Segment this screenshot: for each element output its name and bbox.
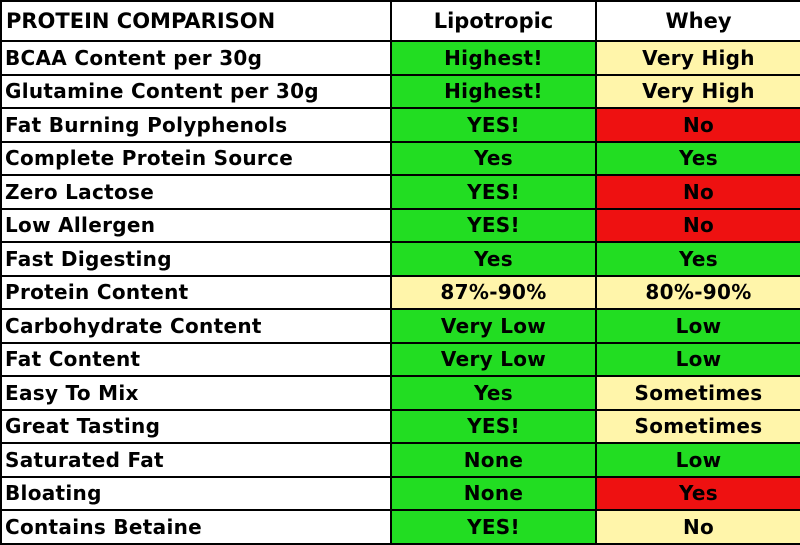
table-row: Great Tasting YES! Sometimes bbox=[0, 408, 800, 444]
lipotropic-value: Yes bbox=[390, 140, 597, 176]
feature-label: Complete Protein Source bbox=[0, 140, 392, 176]
feature-label: Easy To Mix bbox=[0, 375, 392, 411]
table-row: Fat Burning Polyphenols YES! No bbox=[0, 107, 800, 143]
whey-value: Low bbox=[595, 308, 800, 344]
whey-value: Very High bbox=[595, 73, 800, 109]
table-row: Bloating None Yes bbox=[0, 475, 800, 511]
lipotropic-value: YES! bbox=[390, 207, 597, 243]
whey-value: No bbox=[595, 509, 800, 545]
header-feature: PROTEIN COMPARISON bbox=[0, 0, 392, 42]
feature-label: Protein Content bbox=[0, 274, 392, 310]
table-row: Easy To Mix Yes Sometimes bbox=[0, 375, 800, 411]
table-row: Carbohydrate Content Very Low Low bbox=[0, 308, 800, 344]
whey-value: Yes bbox=[595, 475, 800, 511]
feature-label: Glutamine Content per 30g bbox=[0, 73, 392, 109]
feature-label: Contains Betaine bbox=[0, 509, 392, 545]
lipotropic-value: Very Low bbox=[390, 308, 597, 344]
whey-value: No bbox=[595, 174, 800, 210]
lipotropic-value: YES! bbox=[390, 107, 597, 143]
whey-value: Low bbox=[595, 442, 800, 478]
lipotropic-value: None bbox=[390, 442, 597, 478]
lipotropic-value: Yes bbox=[390, 241, 597, 277]
lipotropic-value: Very Low bbox=[390, 341, 597, 377]
lipotropic-value: YES! bbox=[390, 509, 597, 545]
whey-value: 80%-90% bbox=[595, 274, 800, 310]
whey-value: Sometimes bbox=[595, 408, 800, 444]
whey-value: No bbox=[595, 207, 800, 243]
header-whey: Whey bbox=[595, 0, 800, 42]
lipotropic-value: Highest! bbox=[390, 40, 597, 76]
whey-value: Low bbox=[595, 341, 800, 377]
table-row: Contains Betaine YES! No bbox=[0, 509, 800, 545]
header-row: PROTEIN COMPARISON Lipotropic Whey bbox=[0, 0, 800, 42]
table-row: Glutamine Content per 30g Highest! Very Hi… bbox=[0, 73, 800, 109]
lipotropic-value: YES! bbox=[390, 408, 597, 444]
table-row: Zero Lactose YES! No bbox=[0, 174, 800, 210]
feature-label: Fat Content bbox=[0, 341, 392, 377]
feature-label: Saturated Fat bbox=[0, 442, 392, 478]
table-row: Complete Protein Source Yes Yes bbox=[0, 140, 800, 176]
table-row: Fast Digesting Yes Yes bbox=[0, 241, 800, 277]
feature-label: BCAA Content per 30g bbox=[0, 40, 392, 76]
feature-label: Bloating bbox=[0, 475, 392, 511]
feature-label: Carbohydrate Content bbox=[0, 308, 392, 344]
table-row: Saturated Fat None Low bbox=[0, 442, 800, 478]
table-row: Fat Content Very Low Low bbox=[0, 341, 800, 377]
table-header: PROTEIN COMPARISON Lipotropic Whey bbox=[0, 0, 800, 42]
whey-value: Yes bbox=[595, 140, 800, 176]
header-lipotropic: Lipotropic bbox=[390, 0, 597, 42]
lipotropic-value: Highest! bbox=[390, 73, 597, 109]
feature-label: Low Allergen bbox=[0, 207, 392, 243]
feature-label: Fat Burning Polyphenols bbox=[0, 107, 392, 143]
whey-value: No bbox=[595, 107, 800, 143]
table-row: BCAA Content per 30g Highest! Very High bbox=[0, 40, 800, 76]
whey-value: Yes bbox=[595, 241, 800, 277]
feature-label: Great Tasting bbox=[0, 408, 392, 444]
whey-value: Sometimes bbox=[595, 375, 800, 411]
whey-value: Very High bbox=[595, 40, 800, 76]
lipotropic-value: YES! bbox=[390, 174, 597, 210]
lipotropic-value: Yes bbox=[390, 375, 597, 411]
lipotropic-value: None bbox=[390, 475, 597, 511]
table-row: Low Allergen YES! No bbox=[0, 207, 800, 243]
table-row: Protein Content 87%-90% 80%-90% bbox=[0, 274, 800, 310]
lipotropic-value: 87%-90% bbox=[390, 274, 597, 310]
table-body: BCAA Content per 30g Highest! Very High Glu… bbox=[0, 40, 800, 545]
feature-label: Zero Lactose bbox=[0, 174, 392, 210]
feature-label: Fast Digesting bbox=[0, 241, 392, 277]
